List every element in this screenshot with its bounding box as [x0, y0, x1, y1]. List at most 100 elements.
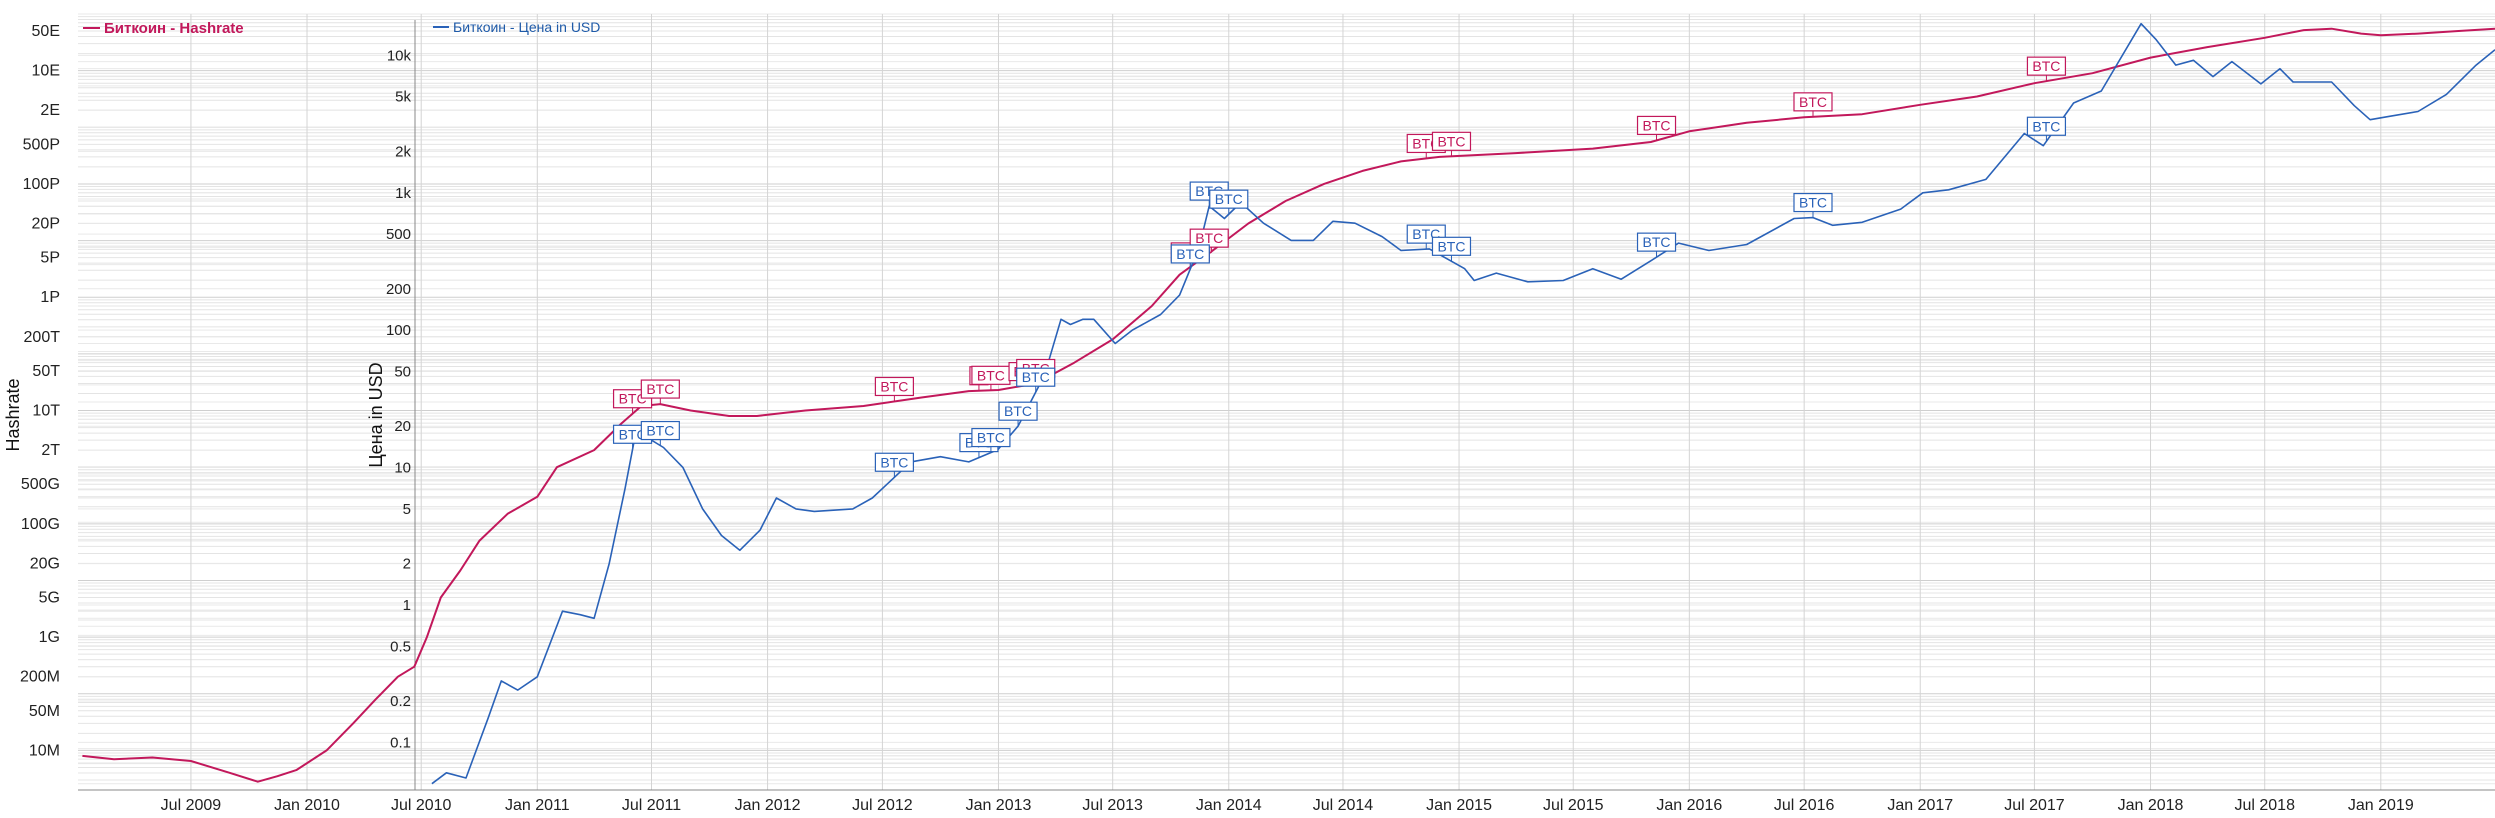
- flag-hashrate: BTC: [1636, 115, 1677, 141]
- x-tick-label: Jul 2011: [622, 797, 681, 814]
- x-tick-label: Jan 2016: [1656, 797, 1722, 814]
- x-tick-label: Jul 2009: [161, 797, 222, 814]
- flag-price: BTC: [971, 427, 1011, 453]
- y-tick-label-left: 1P: [40, 289, 60, 306]
- y-tick-label-right: 5k: [395, 89, 411, 106]
- flags: BTCBTCBTCEBTCEBTCBTCBBTCBTCBTCBTCBTCBTCB…: [612, 56, 2067, 478]
- flag-hashrate: BTC: [2026, 56, 2067, 82]
- legend-price[interactable]: Биткоин - Цена in USD: [433, 19, 600, 35]
- flag-hashrate: BTC: [1189, 228, 1229, 254]
- y-tick-label-left: 50T: [32, 363, 60, 380]
- y-tick-label-right: 2: [403, 556, 411, 573]
- x-tick-label: Jul 2012: [852, 797, 913, 814]
- grid-horizontal-right: [78, 13, 2495, 785]
- flag-price: BTC: [1636, 232, 1677, 258]
- y-tick-label-left: 5G: [39, 590, 60, 607]
- flag-label: BTC: [1437, 238, 1465, 254]
- flag-label: BTC: [977, 367, 1005, 383]
- flag-label: BTC: [880, 454, 908, 470]
- flag-price: BTC: [640, 420, 680, 446]
- flag-hashrate: BTC: [640, 379, 680, 405]
- flag-hashrate: BTC: [1793, 92, 1833, 117]
- flag-label: BTC: [1643, 117, 1671, 133]
- flag-price: BTC: [998, 401, 1038, 427]
- y-tick-label-left: 2E: [40, 102, 60, 119]
- legend-price-label: Биткоин - Цена in USD: [453, 19, 600, 35]
- y-tick-label-right: 10: [394, 460, 411, 477]
- y-tick-label-right: 0.5: [390, 638, 411, 655]
- y-tick-label-left: 10T: [32, 403, 60, 420]
- y-tick-label-left: 500G: [21, 476, 60, 493]
- y-tick-label-right: 2k: [395, 143, 411, 160]
- x-tick-label: Jan 2011: [505, 797, 570, 814]
- flag-price: BTC: [2026, 116, 2067, 142]
- y-tick-label-left: 200M: [20, 669, 60, 686]
- y-tick-label-right: 10k: [387, 47, 412, 64]
- x-tick-label: Jan 2010: [274, 797, 340, 814]
- flag-label: BTC: [1004, 403, 1032, 419]
- y-axis-title-right: Цена in USD: [366, 362, 386, 467]
- y-axis-title-left: Hashrate: [3, 378, 23, 451]
- flag-label: BTC: [1176, 246, 1204, 262]
- x-tick-label: Jul 2014: [1313, 797, 1374, 814]
- flag-label: BTC: [1437, 133, 1465, 149]
- y-tick-label-right: 0.2: [390, 693, 411, 710]
- x-tick-label: Jul 2015: [1543, 797, 1604, 814]
- flag-price: BTC: [1209, 189, 1249, 215]
- x-tick-label: Jan 2013: [966, 797, 1032, 814]
- x-tick-label: Jul 2010: [391, 797, 452, 814]
- flag-label: BTC: [1215, 191, 1243, 207]
- y-ticks-left: 10M 50M 200M 1G 5G 20G 100G 500G 2T 10T 50T 200T 1P 5…: [20, 23, 60, 759]
- flag-price: BTC: [1016, 367, 1056, 393]
- x-tick-label: Jul 2016: [1774, 797, 1835, 814]
- y-tick-label-left: 20P: [32, 216, 60, 233]
- y-tick-label-right: 20: [394, 418, 411, 435]
- y-tick-label-right: 100: [386, 322, 411, 339]
- y-tick-label-left: 50E: [32, 23, 60, 40]
- y-tick-label-right: 500: [386, 226, 411, 243]
- flag-price: BTC: [1431, 236, 1472, 262]
- legend-hashrate[interactable]: Биткоин - Hashrate: [83, 20, 244, 37]
- y-tick-label-left: 20G: [30, 555, 60, 572]
- flag-label: BTC: [1195, 230, 1223, 246]
- flag-box: [2026, 56, 2067, 76]
- y-tick-label-left: 100P: [23, 176, 60, 193]
- y-tick-label-left: 1G: [39, 629, 60, 646]
- grid-horizontal-left: [78, 13, 2495, 791]
- x-ticks: Jul 2009 Jan 2010 Jul 2010 Jan 2011 Jul 2011…: [161, 797, 2414, 814]
- y-ticks-right: 0.1 0.2 0.5 1 2 5 10 20 50 100 200 500 1k 2k 5k 10k: [386, 47, 412, 751]
- y-tick-label-left: 200T: [24, 329, 61, 346]
- flag-price: BTC: [874, 452, 914, 478]
- x-tick-label: Jan 2019: [2348, 797, 2414, 814]
- y-tick-label-left: 2T: [41, 442, 60, 459]
- y-tick-label-right: 1: [403, 597, 411, 614]
- x-tick-label: Jan 2018: [2118, 797, 2184, 814]
- x-tick-label: Jul 2018: [2234, 797, 2295, 814]
- flag-label: BTC: [1643, 234, 1671, 250]
- y-tick-label-right: 50: [394, 364, 411, 381]
- y-tick-label-left: 10E: [32, 63, 60, 80]
- y-tick-label-left: 5P: [40, 250, 60, 267]
- flag-price: BTC: [1793, 192, 1833, 218]
- legend-hashrate-label: Биткоин - Hashrate: [104, 20, 244, 37]
- flag-label: BTC: [619, 391, 647, 407]
- y-tick-label-right: 0.1: [390, 734, 411, 751]
- flag-label: BTC: [1799, 195, 1827, 211]
- x-tick-label: Jul 2017: [2004, 797, 2065, 814]
- flag-label: BTC: [646, 381, 674, 397]
- y-tick-label-left: 500P: [23, 136, 60, 153]
- flag-label: BTC: [1799, 94, 1827, 110]
- x-tick-label: Jan 2012: [735, 797, 801, 814]
- flag-label: BTC: [977, 430, 1005, 446]
- flag-label: BTC: [2032, 118, 2060, 134]
- x-tick-label: Jan 2014: [1196, 797, 1262, 814]
- flag-label: BTC: [2032, 58, 2060, 74]
- flag-label: BTC: [646, 423, 674, 439]
- x-tick-label: Jan 2017: [1887, 797, 1953, 814]
- flag-hashrate: BTC: [1431, 131, 1472, 157]
- x-tick-label: Jan 2015: [1426, 797, 1492, 814]
- y-tick-label-left: 50M: [29, 703, 60, 720]
- y-tick-label-right: 5: [403, 501, 411, 518]
- y-tick-label-left: 100G: [21, 516, 60, 533]
